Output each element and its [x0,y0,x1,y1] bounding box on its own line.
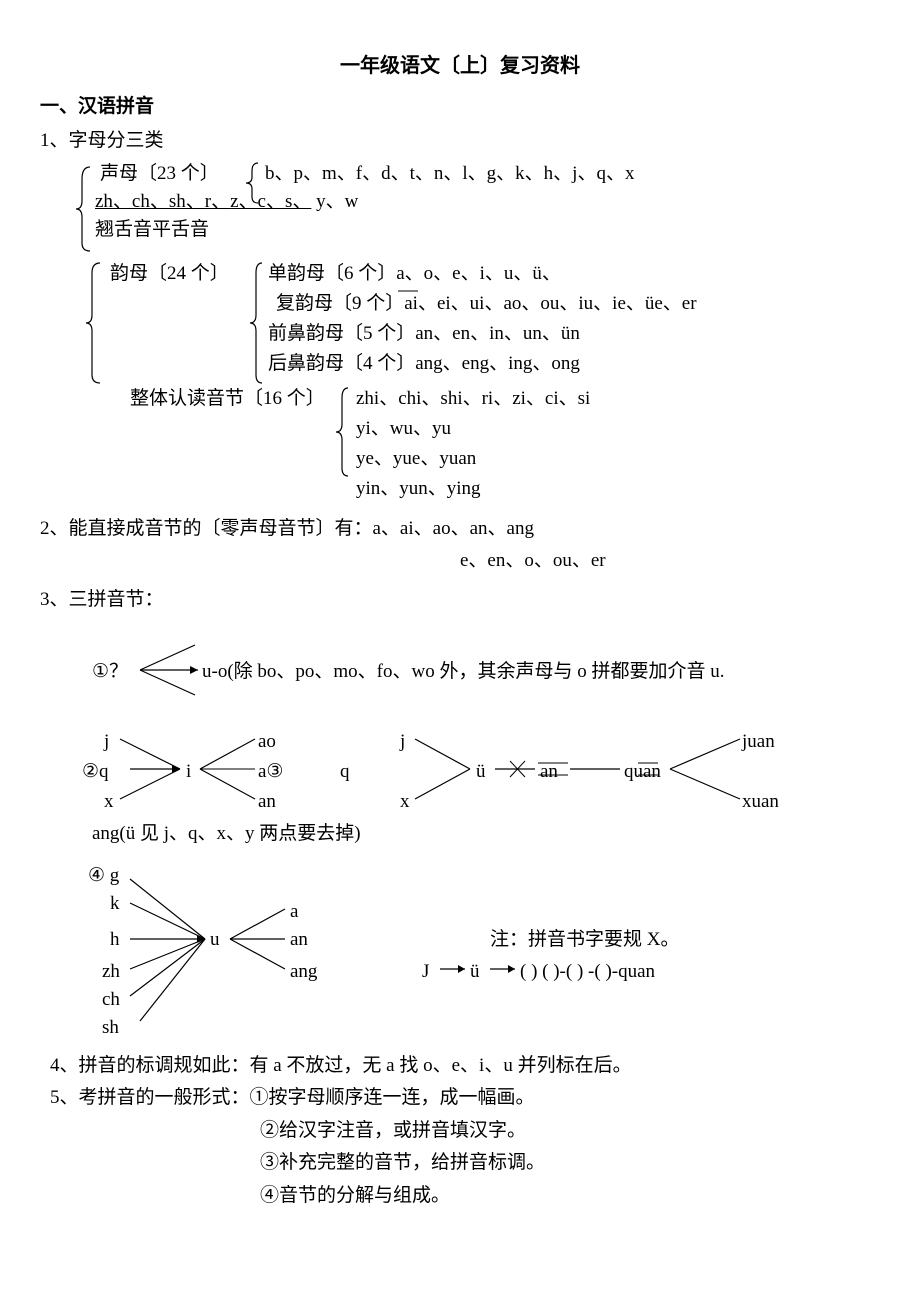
diagram-3: ④ g k h zh ch sh u a an ang 注：拼音书字要规 X。 … [40,861,880,1051]
d2-juan: juan [742,727,775,757]
d2-j2: j [400,727,405,757]
d2-an2: an [540,757,558,787]
zhengti-l4: yin、yun、ying [356,474,481,504]
item2-label: 2、能直接成音节的〔零声母音节〕有：a、ai、ao、an、ang [40,514,880,544]
zhengti-block: 整体认读音节〔16 个〕 zhi、chi、shi、ri、zi、ci、si yi、… [40,384,880,514]
d2-x2: x [400,787,410,817]
danyunmu: 单韵母〔6 个〕a、o、e、i、u、ü、 [268,259,561,289]
d1-text: u-o(除 bo、po、mo、fo、wo 外，其余声母与 o 拼都要加介音 u. [202,657,724,687]
item2-line2: e、en、o、ou、er [40,546,880,576]
zhengti-l3: ye、yue、yuan [356,444,476,474]
item1-label: 1、字母分三类 [40,126,880,156]
d2-ao: ao [258,727,276,757]
d2-u: ü [476,757,486,787]
d2-i: i [186,757,191,787]
shengmu-block: 声母〔23 个〕 b、p、m、f、d、t、n、l、g、k、h、j、q、x zh、… [40,159,880,259]
qianbiyun: 前鼻韵母〔5 个〕an、en、in、un、ün [268,319,580,349]
d2-quan: quan [624,757,661,787]
d2-note: ang(ü 见 j、q、x、y 两点要去掉) [92,819,361,849]
d2-q2: q [340,757,350,787]
d2-q: ②q [82,757,109,787]
zcs: z、c、s、 [230,191,311,212]
item5: 5、考拼音的一般形式：①按字母顺序连一连，成一幅画。 [50,1083,880,1113]
houbiyun: 后鼻韵母〔4 个〕ang、eng、ing、ong [268,349,580,379]
d3-an: an [290,925,308,955]
d3-h: h [110,925,120,955]
yunmu-label: 韵母〔24 个〕 [110,259,229,289]
d3-note: 注：拼音书字要规 X。 [490,925,679,955]
d2-a3: a③ [258,757,283,787]
d2-j: j [104,727,109,757]
diagram-1: ①？ u-o(除 bo、po、mo、fo、wo 外，其余声母与 o 拼都要加介音… [40,625,880,715]
d2-an: an [258,787,276,817]
item4: 4、拼音的标调规如此：有 a 不放过，无 a 找 o、e、i、u 并列标在后。 [50,1051,880,1081]
zhengti-l2: yi、wu、yu [356,414,451,444]
d1-num: ①？ [92,657,128,687]
zhchshr: zh、ch、sh、r、 [95,191,230,212]
shengmu-label: 声母〔23 个〕 [100,163,219,184]
d3-sh: sh [102,1013,119,1043]
yw: y、w [311,191,358,212]
zhengti-label: 整体认读音节〔16 个〕 [130,384,325,414]
d3-u2: ü [470,957,480,987]
page-title: 一年级语文〔上〕复习资料 [40,50,880,82]
d3-k: k [110,889,120,919]
item5-4: ④音节的分解与组成。 [260,1181,880,1211]
d3-a: a [290,897,298,927]
d3-ang: ang [290,957,317,987]
d3-u: u [210,925,220,955]
item3-label: 3、三拼音节： [40,585,880,615]
d3-ch: ch [102,985,120,1015]
yunmu-block: 韵母〔24 个〕 单韵母〔6 个〕a、o、e、i、u、ü、 复韵母〔9 个〕ai… [40,259,880,384]
item5-3: ③补充完整的音节，给拼音标调。 [260,1148,880,1178]
d3-num: ④ g [88,861,119,891]
item5-2: ②给汉字注音，或拼音填汉字。 [260,1116,880,1146]
d3-paren: ( ) ( )-( ) -( )-quan [520,957,655,987]
d3-J: J [422,957,429,987]
d3-zh: zh [102,957,120,987]
fuyunmu: 复韵母〔9 个〕ai、ei、ui、ao、ou、iu、ie、üe、er [276,289,697,319]
diagram-2: j ②q x i ao a③ an q j x ü an quan juan x… [40,725,880,855]
d2-x: x [104,787,114,817]
d3-svg [40,861,920,1051]
d2-xuan: xuan [742,787,779,817]
shengmu-line1: b、p、m、f、d、t、n、l、g、k、h、j、q、x [265,159,634,189]
section-heading: 一、汉语拼音 [40,92,880,122]
zhengti-l1: zhi、chi、shi、ri、zi、ci、si [356,384,590,414]
qiaoshe-label: 翘舌音平舌音 [95,215,209,245]
